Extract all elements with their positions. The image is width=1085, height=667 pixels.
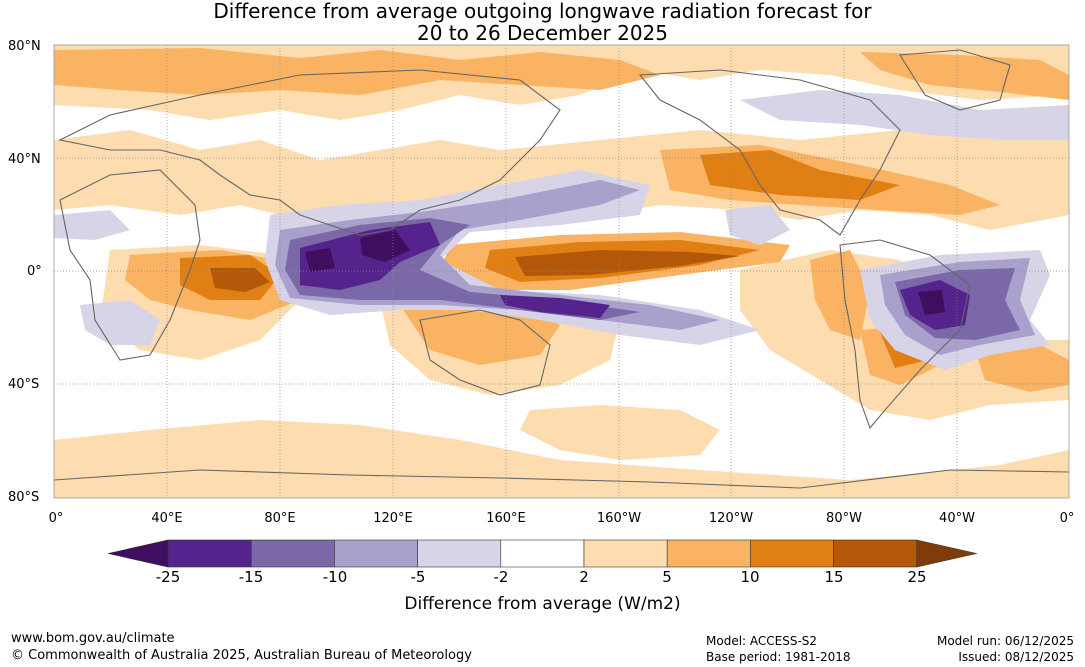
lon-label-40e: 40°E	[151, 511, 183, 526]
positive-anomaly-band	[515, 250, 740, 276]
lon-label-160w: 160°W	[596, 511, 642, 526]
chart-title-line-1: Difference from average outgoing longwav…	[213, 0, 872, 23]
colorbar-arrow-low	[107, 539, 169, 568]
africa-coastline	[59, 169, 201, 361]
colorbar-tick-label: -15	[238, 568, 264, 586]
colorbar-swatch	[250, 539, 335, 568]
negative-anomaly-band	[725, 205, 790, 245]
colorbar-tick-label: -10	[322, 568, 348, 586]
lon-label-80e: 80°E	[264, 511, 296, 526]
lon-label-40w: 40°W	[939, 511, 975, 526]
footer-copyright: © Commonwealth of Australia 2025, Austra…	[11, 648, 472, 663]
positive-anomaly-band	[210, 268, 270, 292]
colorbar-tick-label: 10	[740, 568, 760, 586]
south-america-coastline	[839, 239, 971, 430]
colorbar-tick-label: -2	[493, 568, 509, 586]
colorbar-title: Difference from average (W/m2)	[404, 594, 681, 614]
lon-label-0-west: 0°	[48, 511, 64, 526]
negative-anomaly-band	[500, 295, 610, 318]
colorbar-tick-label: -5	[410, 568, 426, 586]
colorbar-arrow-high	[916, 539, 977, 568]
colorbar-swatch	[833, 539, 918, 568]
lat-label-80n: 80°N	[8, 39, 41, 54]
greenland-coastline	[899, 49, 1011, 111]
north-america-coastline	[638, 69, 901, 236]
lon-label-120e: 120°E	[373, 511, 413, 526]
map-frame	[53, 44, 1070, 499]
negative-anomaly-band	[740, 90, 1069, 140]
colorbar-swatch	[750, 539, 834, 568]
australia-coastline	[419, 309, 551, 396]
positive-anomaly-band	[810, 250, 870, 340]
footer-website: www.bom.gov.au/climate	[11, 631, 175, 646]
lat-label-40s: 40°S	[8, 377, 40, 392]
lat-label-0: 0°	[27, 264, 42, 279]
footer-model: Model: ACCESS-S2	[706, 634, 818, 648]
colorbar	[107, 539, 977, 568]
colorbar-swatch	[666, 539, 751, 568]
negative-anomaly-band	[305, 248, 335, 272]
lon-label-0-east: 0°	[1059, 511, 1075, 526]
colorbar-swatch	[583, 539, 668, 568]
positive-anomaly-band	[860, 52, 1069, 100]
positive-anomaly-band	[520, 405, 720, 460]
positive-anomaly-band	[54, 48, 660, 95]
lat-label-80s: 80°S	[8, 490, 40, 505]
colorbar-tick-label: 15	[824, 568, 844, 586]
colorbar-tick-label: 25	[907, 568, 927, 586]
map-field	[54, 45, 1069, 498]
colorbar-swatch	[417, 539, 502, 568]
lon-label-80w: 80°W	[826, 511, 862, 526]
negative-anomaly-band	[360, 230, 410, 262]
lon-label-120w: 120°W	[708, 511, 754, 526]
coastlines	[54, 49, 1069, 489]
colorbar-tick-label: 2	[579, 568, 589, 586]
negative-anomaly-band	[918, 290, 945, 315]
eurasia-coastline	[58, 69, 561, 236]
lat-label-40n: 40°N	[8, 152, 41, 167]
antarctica-coastline	[54, 469, 1069, 489]
colorbar-swatch	[500, 539, 585, 568]
colorbar-swatch	[334, 539, 418, 568]
positive-anomaly-band	[54, 420, 1069, 498]
lon-label-160e: 160°E	[486, 511, 526, 526]
chart-title-line-2: 20 to 26 December 2025	[416, 21, 668, 45]
graticule	[54, 45, 1069, 498]
colorbar-tick-label: 5	[662, 568, 672, 586]
colorbar-swatch	[167, 539, 252, 568]
footer-issued: Issued: 08/12/2025	[958, 650, 1074, 664]
negative-anomaly-band	[80, 300, 160, 345]
footer-base-period: Base period: 1981-2018	[706, 650, 851, 664]
negative-anomaly-band	[54, 210, 130, 240]
colorbar-tick-label: -25	[155, 568, 181, 586]
positive-anomaly-band	[975, 345, 1069, 392]
positive-anomaly-band	[700, 150, 900, 200]
footer-model-run: Model run: 06/12/2025	[936, 634, 1074, 648]
